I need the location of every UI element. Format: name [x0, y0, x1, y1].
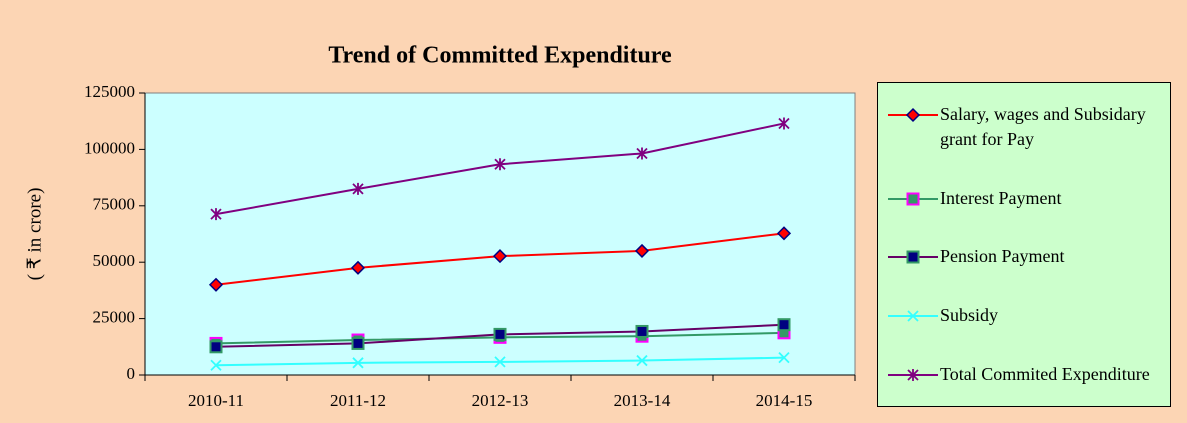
legend-label: Interest Payment: [940, 187, 1062, 208]
y-tick-label: 25000: [93, 308, 136, 327]
marker: [778, 351, 790, 364]
marker: [209, 340, 223, 354]
marker: [494, 356, 506, 368]
legend-swatch: [888, 107, 938, 122]
legend-entry: Pension Payment: [878, 244, 1170, 269]
marker: [351, 336, 365, 350]
marker: [777, 318, 791, 332]
marker: [208, 277, 224, 292]
legend-label: Salary, wages and Subsidary grant for Pa…: [940, 103, 1146, 149]
marker: [210, 359, 222, 371]
y-axis-title: ( ₹ in crore): [24, 188, 45, 281]
legend-entry: Total Commited Expenditure: [878, 362, 1170, 387]
marker: [635, 324, 649, 338]
marker: [776, 226, 792, 241]
marker: [350, 260, 366, 275]
y-tick-label: 125000: [84, 82, 135, 101]
legend-swatch: [888, 192, 938, 206]
y-tick-label: 100000: [84, 138, 135, 157]
legend-label: Total Commited Expenditure: [940, 364, 1150, 385]
y-tick-label: 50000: [93, 251, 136, 270]
x-tick-label: 2013-14: [614, 391, 671, 410]
marker: [493, 327, 507, 341]
marker: [907, 369, 919, 382]
legend-entry: Salary, wages and Subsidary grant for Pa…: [878, 102, 1170, 152]
marker: [494, 158, 506, 171]
legend-swatch: [888, 310, 938, 322]
legend-swatch: [888, 250, 938, 264]
legend-label: Pension Payment: [940, 246, 1065, 267]
marker: [905, 107, 921, 122]
x-tick-label: 2010-11: [188, 391, 244, 410]
y-tick-label: 0: [127, 364, 136, 383]
legend-entry: Interest Payment: [878, 186, 1170, 211]
x-tick-label: 2011-12: [330, 391, 386, 410]
marker: [492, 249, 508, 264]
marker: [636, 147, 648, 160]
marker: [778, 117, 790, 130]
y-tick-label: 75000: [93, 195, 136, 214]
legend-swatch: [888, 369, 938, 382]
marker: [634, 243, 650, 258]
x-tick-label: 2014-15: [756, 391, 813, 410]
legend-label: Subsidy: [940, 305, 999, 326]
marker: [210, 208, 222, 221]
marker: [907, 310, 919, 322]
legend-entry: Subsidy: [878, 303, 1170, 328]
legend: Salary, wages and Subsidary grant for Pa…: [877, 82, 1171, 407]
marker: [636, 354, 648, 367]
marker: [906, 250, 920, 264]
marker: [352, 182, 364, 195]
marker: [906, 192, 920, 206]
x-tick-label: 2012-13: [472, 391, 529, 410]
chart-title: Trend of Committed Expenditure: [328, 43, 672, 69]
marker: [352, 357, 364, 369]
